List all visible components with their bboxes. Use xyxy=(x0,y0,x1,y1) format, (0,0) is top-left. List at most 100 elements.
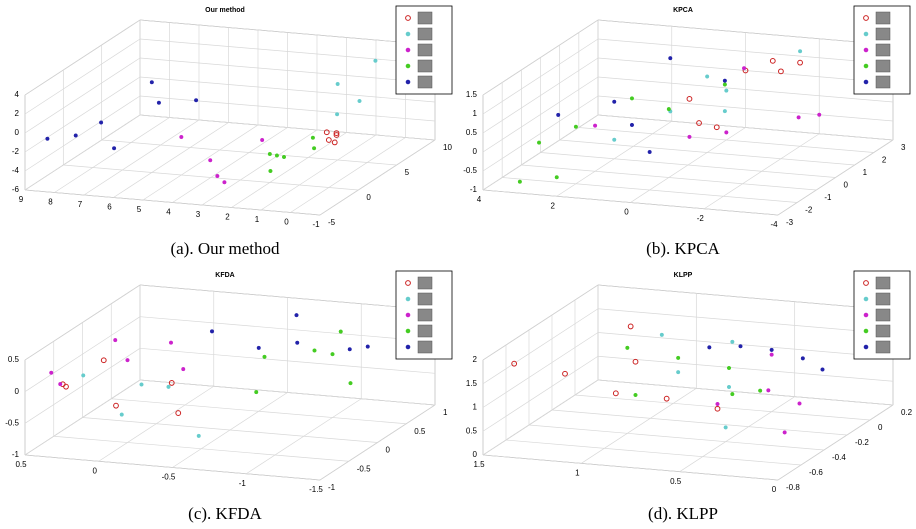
y-tick-label: 0 xyxy=(386,446,391,455)
grid-line xyxy=(139,95,436,122)
x-tick-label: 8 xyxy=(48,198,53,207)
grid-line xyxy=(83,119,200,196)
point xyxy=(724,88,729,93)
point xyxy=(81,373,86,378)
grid-line xyxy=(482,284,599,361)
grid-line xyxy=(521,164,817,191)
point xyxy=(723,425,728,430)
x-tick-label: 2 xyxy=(225,213,230,222)
point xyxy=(797,401,802,406)
point xyxy=(215,173,220,179)
grid-line xyxy=(777,404,894,481)
x-tick-label: 4 xyxy=(166,208,171,217)
grid-line xyxy=(63,164,359,191)
legend-face xyxy=(875,292,891,306)
x-tick-label: -1 xyxy=(312,220,320,229)
grid-line xyxy=(482,454,779,481)
y-tick-label: -1 xyxy=(328,483,336,492)
legend-face xyxy=(875,27,891,41)
z-tick-label: 1 xyxy=(473,109,478,118)
legend-face xyxy=(417,27,433,41)
x-tick-label: 0 xyxy=(93,466,98,475)
legend-marker xyxy=(405,63,411,69)
point xyxy=(722,78,727,83)
grid-line xyxy=(482,189,779,216)
y-tick-label: -5 xyxy=(328,218,336,227)
point xyxy=(676,355,681,360)
x-tick-label: 5 xyxy=(137,205,142,214)
y-tick-label: -0.4 xyxy=(832,453,846,462)
point xyxy=(330,352,335,357)
y-tick-label: 5 xyxy=(405,168,410,177)
grid-line xyxy=(231,132,347,208)
point xyxy=(333,130,340,137)
point xyxy=(633,392,638,398)
point xyxy=(797,59,803,66)
legend-marker xyxy=(405,344,411,350)
grid-line xyxy=(679,396,795,472)
point xyxy=(156,100,161,105)
point xyxy=(676,370,681,375)
point xyxy=(267,151,272,157)
grid-line xyxy=(578,127,874,153)
caption: (d). KLPP xyxy=(648,504,718,523)
y-tick-label: 0.2 xyxy=(901,408,913,417)
grid-line xyxy=(319,139,436,216)
y-tick-label: -3 xyxy=(786,218,794,227)
z-tick-label: 0 xyxy=(473,450,478,459)
x-tick-label: 1.5 xyxy=(473,460,485,469)
point xyxy=(730,392,735,397)
legend-face xyxy=(417,59,433,73)
y-tick-label: 0 xyxy=(844,181,849,190)
legend-marker xyxy=(863,312,869,318)
z-tick-label: 1 xyxy=(473,403,478,412)
legend-face xyxy=(875,59,891,73)
point xyxy=(758,388,763,393)
grid-line xyxy=(24,114,141,191)
z-tick-label: 0.5 xyxy=(466,426,478,435)
grid-line xyxy=(53,435,349,462)
grid-line xyxy=(597,332,894,358)
y-tick-label: 1 xyxy=(863,168,868,177)
point xyxy=(333,132,340,138)
legend-marker xyxy=(863,31,869,37)
point xyxy=(325,137,332,143)
point xyxy=(166,384,171,389)
x-tick-label: -2 xyxy=(697,214,705,223)
grid-line xyxy=(101,139,397,166)
grid-line xyxy=(482,57,599,134)
point xyxy=(194,98,199,103)
grid-line xyxy=(260,134,377,211)
caption: (c). KFDA xyxy=(188,504,262,523)
grid-line xyxy=(482,332,599,408)
grid-line xyxy=(139,57,436,84)
x-tick-label: 0 xyxy=(624,208,629,217)
point xyxy=(782,430,787,435)
x-tick-label: -1.5 xyxy=(309,485,323,494)
point xyxy=(281,154,287,160)
point xyxy=(254,390,259,395)
point xyxy=(686,95,693,102)
chart-title: KFDA xyxy=(215,272,234,279)
legend-face xyxy=(417,43,433,57)
point xyxy=(629,122,635,128)
z-tick-label: -0.5 xyxy=(463,166,477,175)
z-tick-label: 4 xyxy=(15,90,20,99)
point xyxy=(517,179,522,184)
legend-marker xyxy=(863,63,869,69)
point xyxy=(511,360,518,367)
caption: (b). KPCA xyxy=(646,239,720,258)
grid-line xyxy=(24,454,321,481)
point xyxy=(536,140,542,145)
y-tick-label: 2 xyxy=(882,156,887,165)
point xyxy=(335,112,340,117)
point xyxy=(713,124,720,131)
y-tick-label: -0.8 xyxy=(786,483,800,492)
point xyxy=(323,129,330,136)
legend-marker xyxy=(405,31,411,37)
point xyxy=(294,313,299,318)
point xyxy=(113,402,119,409)
grid-line xyxy=(597,355,894,382)
y-tick-label: 0 xyxy=(878,423,883,432)
grid-line xyxy=(24,316,141,392)
